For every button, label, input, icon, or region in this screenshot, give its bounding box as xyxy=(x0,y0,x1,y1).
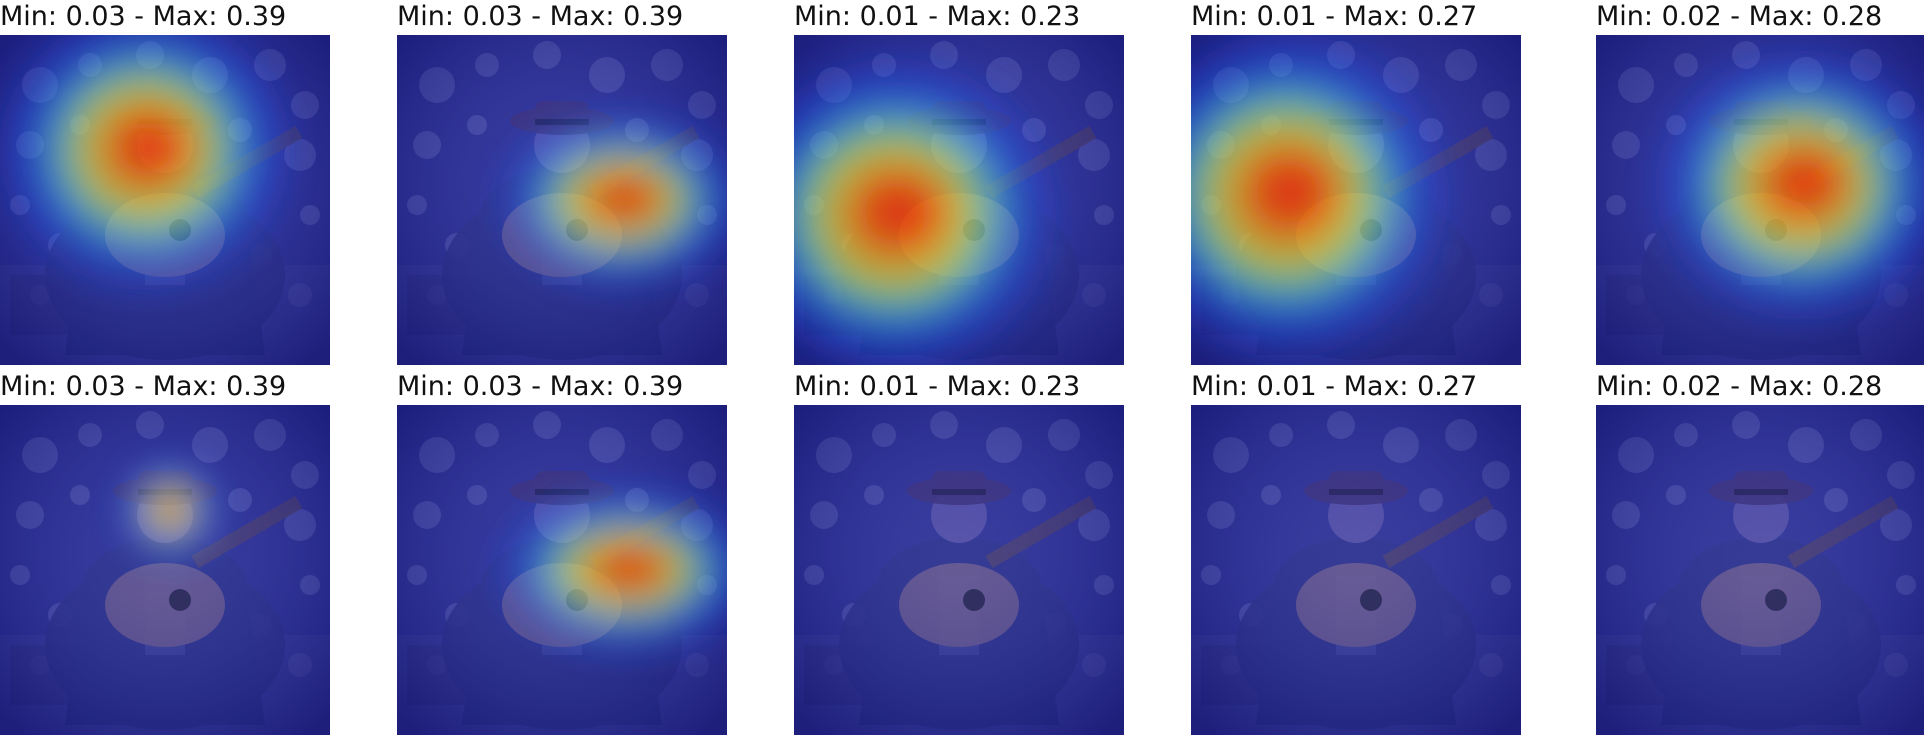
panel-r2-c2: Min: 0.03 - Max: 0.39 xyxy=(397,370,727,735)
panel-r2-c1: Min: 0.03 - Max: 0.39 xyxy=(0,370,330,735)
heatmap-image xyxy=(794,35,1124,365)
heatmap-image xyxy=(0,35,330,365)
panel-title: Min: 0.03 - Max: 0.39 xyxy=(0,371,287,402)
panel-r2-c4: Min: 0.01 - Max: 0.27 xyxy=(1191,370,1521,735)
panel-title: Min: 0.01 - Max: 0.27 xyxy=(1191,371,1478,402)
heatmap-image xyxy=(0,405,330,735)
panel-title: Min: 0.02 - Max: 0.28 xyxy=(1596,1,1883,32)
panel-r1-c5: Min: 0.02 - Max: 0.28 xyxy=(1596,0,1924,365)
heatmap-image xyxy=(1596,35,1924,365)
panel-title: Min: 0.01 - Max: 0.23 xyxy=(794,1,1081,32)
panel-title: Min: 0.03 - Max: 0.39 xyxy=(397,371,684,402)
heatmap-image xyxy=(1596,405,1924,735)
panel-title: Min: 0.01 - Max: 0.27 xyxy=(1191,1,1478,32)
heatmap-image xyxy=(397,35,727,365)
panel-r1-c3: Min: 0.01 - Max: 0.23 xyxy=(794,0,1124,365)
panel-title: Min: 0.03 - Max: 0.39 xyxy=(0,1,287,32)
heatmap-image xyxy=(397,405,727,735)
heatmap-image xyxy=(1191,35,1521,365)
panel-title: Min: 0.03 - Max: 0.39 xyxy=(397,1,684,32)
panel-r1-c4: Min: 0.01 - Max: 0.27 xyxy=(1191,0,1521,365)
panel-r1-c2: Min: 0.03 - Max: 0.39 xyxy=(397,0,727,365)
panel-title: Min: 0.01 - Max: 0.23 xyxy=(794,371,1081,402)
panel-r1-c1: Min: 0.03 - Max: 0.39 xyxy=(0,0,330,365)
panel-r2-c5: Min: 0.02 - Max: 0.28 xyxy=(1596,370,1924,735)
heatmap-image xyxy=(794,405,1124,735)
panel-title: Min: 0.02 - Max: 0.28 xyxy=(1596,371,1883,402)
heatmap-image xyxy=(1191,405,1521,735)
panel-r2-c3: Min: 0.01 - Max: 0.23 xyxy=(794,370,1124,735)
